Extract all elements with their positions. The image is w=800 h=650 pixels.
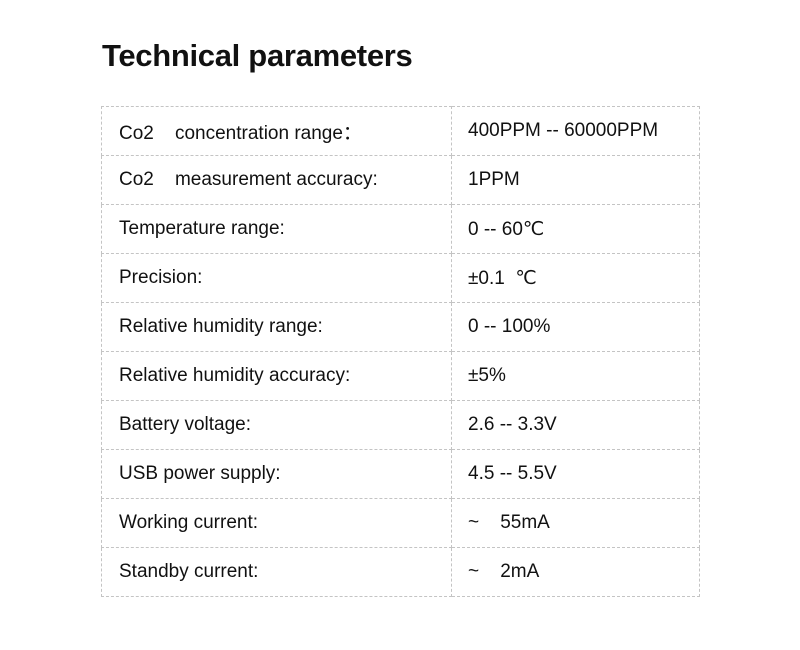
parameter-value: 1PPM	[451, 155, 700, 205]
parameter-value: 4.5 -- 5.5V	[451, 449, 700, 499]
parameter-value: ~ 55mA	[451, 498, 700, 548]
table-row: Precision: ±0.1 ℃	[101, 253, 700, 303]
parameter-label: Co2 measurement accuracy:	[101, 155, 452, 205]
parameter-label: Temperature range:	[101, 204, 452, 254]
parameter-label: USB power supply:	[101, 449, 452, 499]
parameter-label: Working current:	[101, 498, 452, 548]
parameter-label: Co2 concentration range：	[101, 106, 452, 156]
parameter-value: ±5%	[451, 351, 700, 401]
parameter-label: Battery voltage:	[101, 400, 452, 450]
table-row: Relative humidity accuracy: ±5%	[101, 351, 700, 401]
table-row: Battery voltage: 2.6 -- 3.3V	[101, 400, 700, 450]
parameter-value: ±0.1 ℃	[451, 253, 700, 303]
parameter-label: Relative humidity accuracy:	[101, 351, 452, 401]
parameters-table: Co2 concentration range： 400PPM -- 60000P…	[101, 106, 700, 597]
parameter-label: Relative humidity range:	[101, 302, 452, 352]
parameter-value: 0 -- 60℃	[451, 204, 700, 254]
parameter-label: Precision:	[101, 253, 452, 303]
parameter-value: 400PPM -- 60000PPM	[451, 106, 700, 156]
parameter-value: 0 -- 100%	[451, 302, 700, 352]
table-row: Relative humidity range: 0 -- 100%	[101, 302, 700, 352]
table-row: Co2 concentration range： 400PPM -- 60000P…	[101, 106, 700, 156]
parameter-value: 2.6 -- 3.3V	[451, 400, 700, 450]
table-row: Co2 measurement accuracy: 1PPM	[101, 155, 700, 205]
page-title: Technical parameters	[102, 38, 413, 73]
table-row: Working current: ~ 55mA	[101, 498, 700, 548]
parameter-label: Standby current:	[101, 547, 452, 597]
table-row: Standby current: ~ 2mA	[101, 547, 700, 597]
table-row: USB power supply: 4.5 -- 5.5V	[101, 449, 700, 499]
table-row: Temperature range: 0 -- 60℃	[101, 204, 700, 254]
parameter-value: ~ 2mA	[451, 547, 700, 597]
